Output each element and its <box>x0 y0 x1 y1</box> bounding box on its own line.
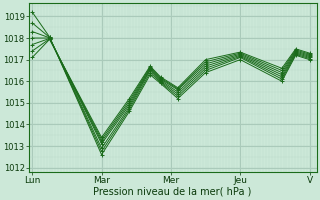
X-axis label: Pression niveau de la mer( hPa ): Pression niveau de la mer( hPa ) <box>93 187 252 197</box>
